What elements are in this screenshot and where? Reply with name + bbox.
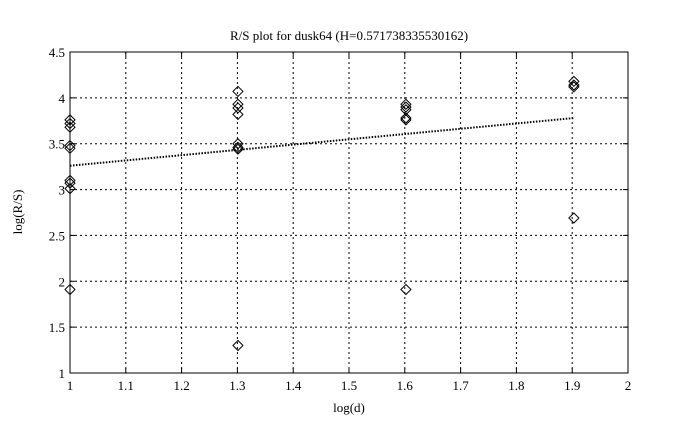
x-tick-label: 1.5	[341, 378, 357, 393]
x-tick-label: 1.2	[173, 378, 189, 393]
y-tick-label: 2	[59, 274, 66, 289]
y-axis-label: log(R/S)	[10, 190, 25, 235]
data-point	[232, 339, 244, 352]
data-point	[232, 108, 244, 121]
data-point	[568, 79, 580, 91]
data-point	[232, 98, 244, 110]
x-tick-label: 1.1	[118, 378, 134, 393]
x-tick-label: 1.6	[397, 378, 414, 393]
x-tick-label: 1.8	[508, 378, 524, 393]
x-tick-label: 1.7	[452, 378, 469, 393]
plot-frame	[69, 51, 629, 374]
data-point	[232, 85, 244, 98]
data-point	[400, 98, 412, 110]
y-tick-label: 2.5	[49, 228, 65, 243]
data-point	[232, 141, 244, 154]
chart-title: R/S plot for dusk64 (H=0.571738335530162…	[230, 28, 468, 43]
x-axis-label: log(d)	[333, 400, 365, 415]
x-tick-label: 1.3	[229, 378, 245, 393]
data-point	[400, 101, 412, 113]
y-tick-label: 3.5	[49, 137, 65, 152]
data-point	[232, 138, 244, 150]
data-point	[400, 283, 412, 296]
fit-line	[69, 117, 574, 167]
data-point	[568, 75, 580, 88]
y-tick-label: 3	[59, 183, 66, 198]
x-tick-label: 1.4	[285, 378, 302, 393]
data-point	[232, 143, 244, 155]
data-point	[400, 114, 412, 126]
y-tick-label: 4.5	[49, 45, 65, 60]
y-tick-label: 4	[59, 91, 66, 106]
data-point	[568, 212, 580, 224]
y-tick-label: 1	[59, 366, 66, 381]
data-point	[568, 81, 580, 93]
data-point	[232, 102, 244, 114]
x-tick-label: 1.9	[564, 378, 580, 393]
y-tick-label: 1.5	[49, 320, 65, 335]
x-tick-label: 1	[67, 378, 74, 393]
data-point	[400, 112, 412, 124]
x-tick-label: 2	[625, 378, 632, 393]
